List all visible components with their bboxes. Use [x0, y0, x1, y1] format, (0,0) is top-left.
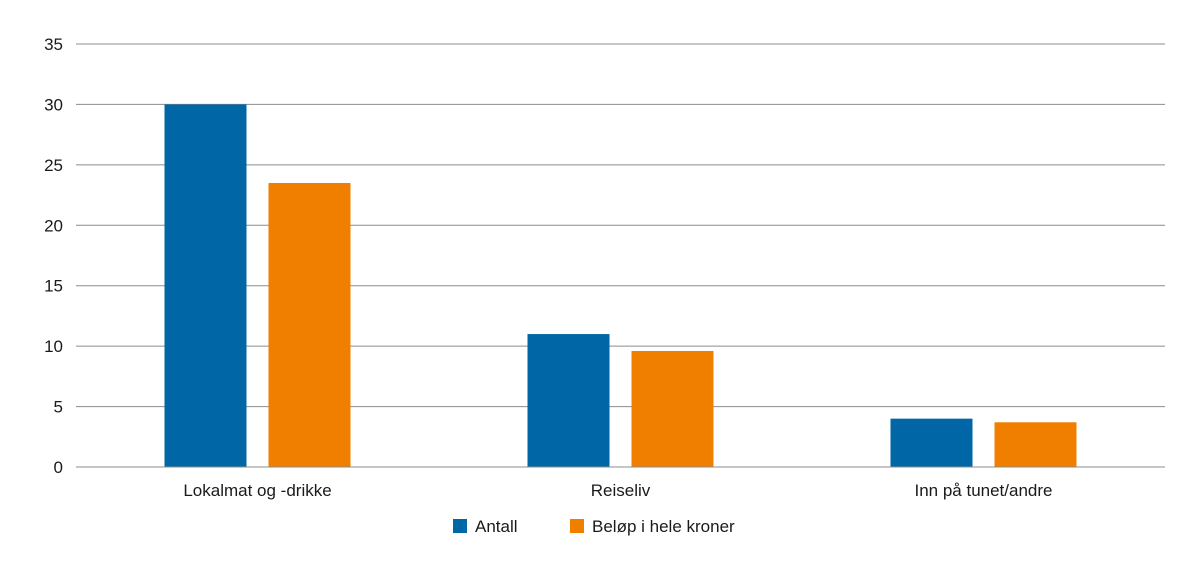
bar-belop-2 [994, 422, 1077, 467]
y-tick-label: 20 [44, 216, 63, 235]
legend-label-belop: Beløp i hele kroner [592, 517, 735, 536]
y-tick-label: 30 [44, 95, 63, 114]
bar-belop-1 [631, 350, 714, 467]
category-label: Lokalmat og -drikke [183, 481, 331, 500]
bar-belop-0 [268, 182, 351, 467]
legend-swatch-belop [570, 519, 584, 533]
y-tick-label: 35 [44, 35, 63, 54]
y-tick-label: 25 [44, 156, 63, 175]
y-tick-label: 10 [44, 337, 63, 356]
legend: Antall Beløp i hele kroner [453, 517, 735, 536]
bar-antall-1 [527, 334, 610, 467]
category-label: Reiseliv [591, 481, 651, 500]
grid-lines [76, 43, 1165, 408]
y-axis-tick-labels: 0 5 10 15 20 25 30 35 [44, 35, 63, 477]
bar-antall-0 [164, 104, 247, 467]
y-tick-label: 0 [54, 458, 63, 477]
category-labels: Lokalmat og -drikke Reiseliv Inn på tunet/… [183, 481, 1052, 500]
bar-antall-2 [890, 418, 973, 467]
legend-swatch-antall [453, 519, 467, 533]
category-label: Inn på tunet/andre [914, 481, 1052, 500]
legend-label-antall: Antall [475, 517, 518, 536]
y-tick-label: 15 [44, 277, 63, 296]
bars [164, 104, 1077, 467]
y-tick-label: 5 [54, 398, 63, 417]
